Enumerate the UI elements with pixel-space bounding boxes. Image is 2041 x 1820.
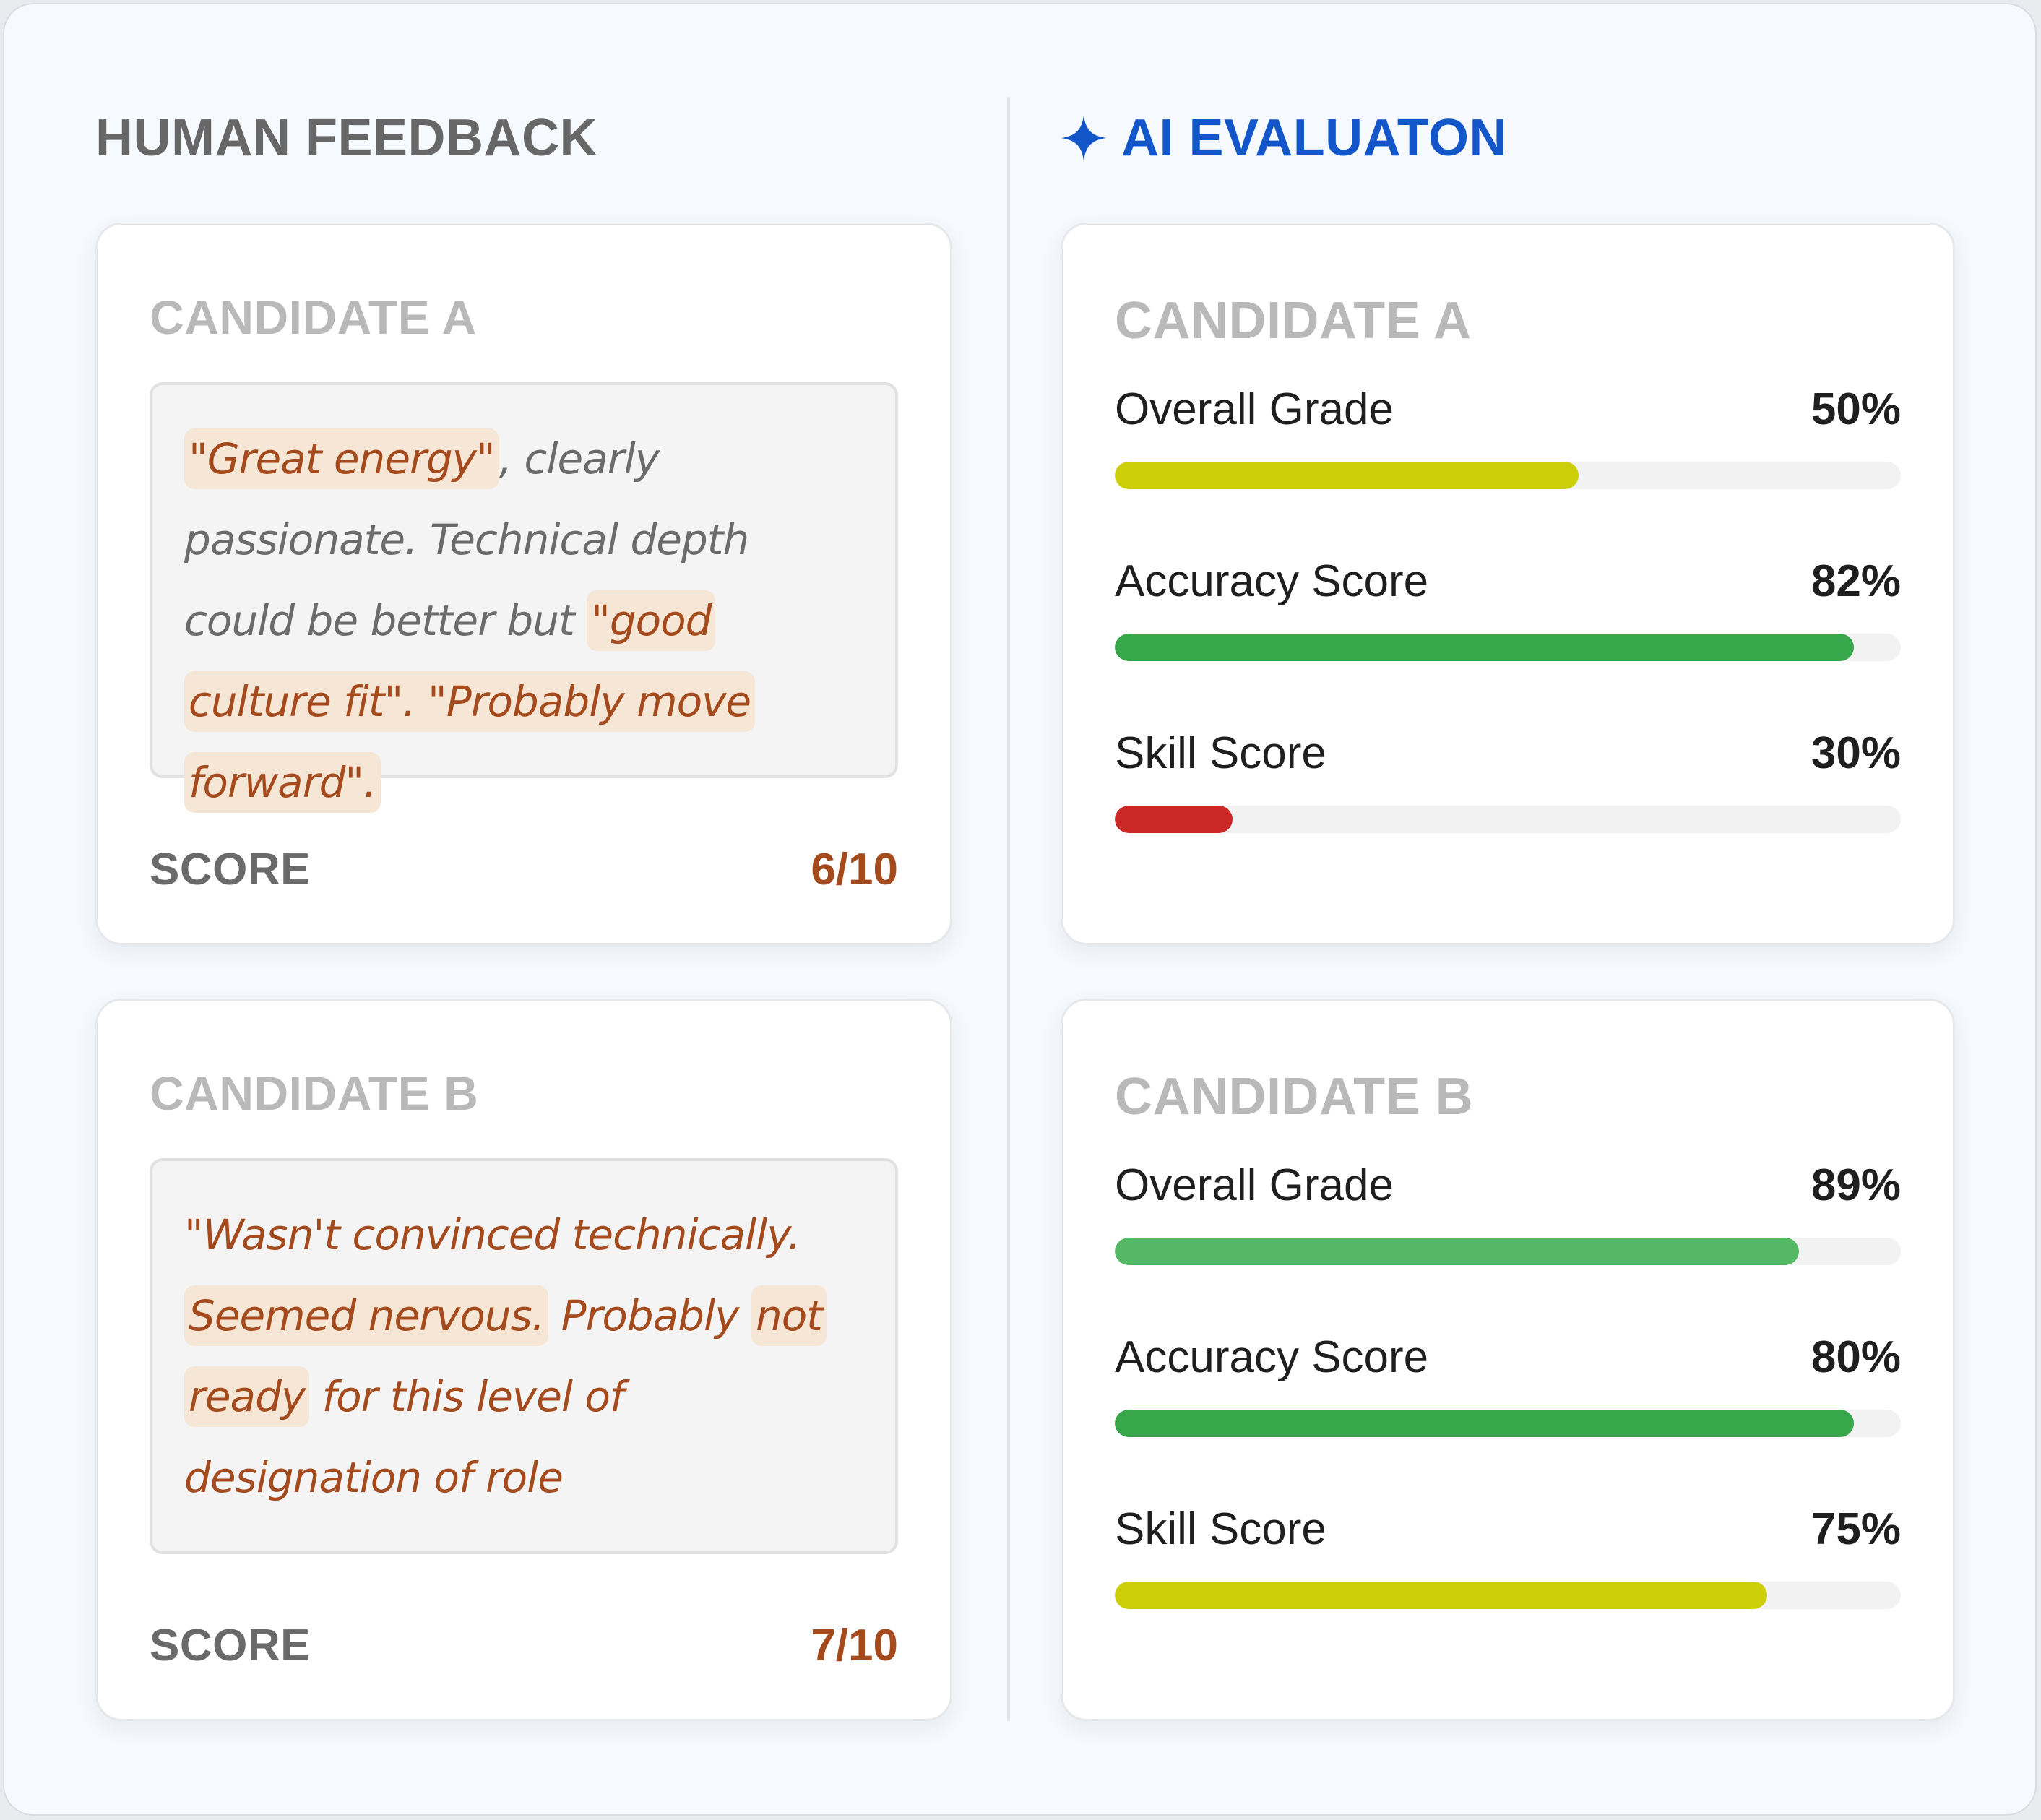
progress-track [1115, 1410, 1901, 1437]
candidate-label: CANDIDATE B [1115, 1068, 1474, 1126]
ai-card-candidate-a: CANDIDATE A Overall Grade 50% Accuracy S… [1061, 223, 1955, 945]
metric-value: 75% [1811, 1504, 1901, 1554]
highlighted-phrase: Seemed nervous. [184, 1285, 549, 1346]
metric-label: Accuracy Score [1115, 556, 1429, 606]
candidate-label: CANDIDATE A [1115, 292, 1472, 350]
progress-track [1115, 1238, 1901, 1265]
metric-skill-score: Skill Score 30% [1115, 720, 1901, 836]
feedback-warm-text: for this level of designation of role [184, 1372, 624, 1502]
score-value: 7/10 [811, 1620, 898, 1670]
metric-value: 82% [1811, 556, 1901, 606]
progress-track [1115, 634, 1901, 661]
progress-fill [1115, 1410, 1854, 1437]
score-value: 6/10 [811, 844, 898, 894]
candidate-label: CANDIDATE B [150, 1066, 479, 1120]
score-label: SCORE [150, 1620, 311, 1670]
metric-label: Skill Score [1115, 728, 1326, 778]
ai-evaluation-title-text: AI EVALUATON [1121, 109, 1508, 167]
score-row: SCORE 6/10 [150, 840, 898, 898]
feedback-warm-text: "Wasn't convinced technically. [184, 1210, 801, 1259]
feedback-text: "Wasn't convinced technically. Seemed ne… [184, 1194, 863, 1518]
metric-overall-grade: Overall Grade 50% [1115, 376, 1901, 492]
feedback-text: "Great energy", clearly passionate. Tech… [184, 418, 863, 823]
progress-fill [1115, 1238, 1799, 1265]
progress-fill [1115, 462, 1579, 489]
progress-fill [1115, 806, 1233, 833]
feedback-warm-text: Probably [548, 1291, 751, 1340]
progress-fill [1115, 634, 1854, 661]
human-feedback-title: HUMAN FEEDBACK [95, 109, 597, 167]
metric-value: 50% [1811, 384, 1901, 434]
feedback-plain-text: , clearly passionate. Technical depth co… [184, 434, 749, 645]
metric-label: Accuracy Score [1115, 1332, 1429, 1382]
metric-label: Overall Grade [1115, 384, 1394, 434]
metric-value: 80% [1811, 1332, 1901, 1382]
metric-value: 89% [1811, 1160, 1901, 1210]
comparison-panel: HUMAN FEEDBACK AI EVALUATON CANDIDATE A … [3, 3, 2037, 1816]
metric-accuracy-score: Accuracy Score 80% [1115, 1324, 1901, 1440]
candidate-label: CANDIDATE A [150, 290, 477, 344]
sparkle-icon [1061, 115, 1107, 161]
metric-skill-score: Skill Score 75% [1115, 1496, 1901, 1612]
human-card-candidate-b: CANDIDATE B "Wasn't convinced technicall… [95, 999, 952, 1721]
metric-value: 30% [1811, 728, 1901, 778]
score-row: SCORE 7/10 [150, 1616, 898, 1674]
highlighted-phrase: "Great energy" [184, 428, 499, 489]
ai-evaluation-title: AI EVALUATON [1059, 105, 1507, 171]
human-card-candidate-a: CANDIDATE A "Great energy", clearly pass… [95, 223, 952, 945]
metric-overall-grade: Overall Grade 89% [1115, 1152, 1901, 1268]
ai-card-candidate-b: CANDIDATE B Overall Grade 89% Accuracy S… [1061, 999, 1955, 1721]
progress-track [1115, 806, 1901, 833]
column-divider [1007, 97, 1010, 1721]
metric-label: Overall Grade [1115, 1160, 1394, 1210]
metric-label: Skill Score [1115, 1504, 1326, 1554]
feedback-quote-box: "Great energy", clearly passionate. Tech… [150, 382, 898, 813]
metric-accuracy-score: Accuracy Score 82% [1115, 548, 1901, 664]
progress-track [1115, 1582, 1901, 1609]
score-label: SCORE [150, 844, 311, 894]
progress-fill [1115, 1582, 1768, 1609]
feedback-quote-box: "Wasn't convinced technically. Seemed ne… [150, 1158, 898, 1554]
progress-track [1115, 462, 1901, 489]
